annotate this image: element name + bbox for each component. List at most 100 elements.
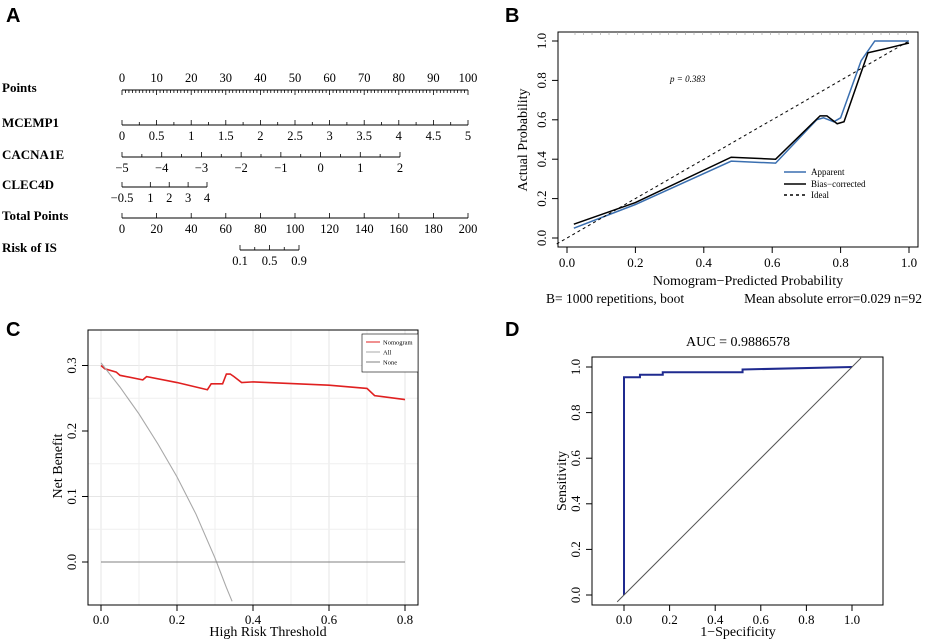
y-tick-label: 0.1 xyxy=(64,488,79,504)
series-line-nomogram xyxy=(100,364,406,401)
legend-label: Ideal xyxy=(811,190,829,200)
nomogram-tick-label: 0 xyxy=(119,71,125,85)
footer-right: Mean absolute error=0.029 n=92 xyxy=(744,291,922,306)
nomogram-tick-label: 2.5 xyxy=(287,129,303,143)
panel-letter-a: A xyxy=(6,5,20,27)
nomogram-tick-label: 0.5 xyxy=(262,254,278,268)
panel-letter-d: D xyxy=(505,319,519,341)
y-tick-label: 0.0 xyxy=(534,230,549,246)
x-tick-label: 0.2 xyxy=(661,612,677,627)
nomogram-tick-label: 3.5 xyxy=(356,129,372,143)
nomogram-tick-label: −3 xyxy=(195,161,208,175)
nomogram-tick-label: 1 xyxy=(357,161,363,175)
nomogram-tick-label: 180 xyxy=(424,222,443,236)
y-axis-label: Net Benefit xyxy=(51,433,66,498)
y-tick-label: 0.0 xyxy=(568,587,583,603)
nomogram-tick-label: −4 xyxy=(155,161,169,175)
nomogram-tick-label: 2 xyxy=(166,191,172,205)
nomogram-tick-label: 4 xyxy=(396,129,403,143)
x-tick-label: 0.6 xyxy=(764,255,781,270)
y-tick-label: 0.8 xyxy=(568,404,583,420)
y-tick-label: 0.2 xyxy=(534,190,549,206)
y-tick-label: 0.6 xyxy=(534,111,549,128)
nomogram-tick-label: 0 xyxy=(119,222,125,236)
nomogram-tick-label: 2 xyxy=(397,161,403,175)
footer-left: B= 1000 repetitions, boot xyxy=(546,291,684,306)
y-tick-label: 0.2 xyxy=(64,423,79,439)
nomogram-tick-label: 0.9 xyxy=(291,254,307,268)
nomogram-tick-label: 1 xyxy=(147,191,153,205)
nomogram-tick-label: 2 xyxy=(257,129,263,143)
nomogram-label: CACNA1E xyxy=(2,147,64,162)
p-value-annotation: p = 0.383 xyxy=(669,74,706,84)
calibration-plot: 0.0 0.2 0.4 0.6 0.8 1.0 0.0 0.2 0.4 0.6 0.8 1.0 p = … xyxy=(516,31,922,306)
nomogram-tick-label: −1 xyxy=(274,161,287,175)
nomogram-tick-label: 100 xyxy=(286,222,305,236)
x-axis-label: High Risk Threshold xyxy=(209,625,326,640)
x-tick-label: 0.0 xyxy=(559,255,575,270)
x-tick-label: 0.2 xyxy=(169,612,185,627)
y-tick-label: 1.0 xyxy=(534,33,549,49)
chart-title: AUC = 0.9886578 xyxy=(686,335,790,350)
y-tick-label: 0.6 xyxy=(568,450,583,467)
x-tick-label: 0.8 xyxy=(798,612,814,627)
y-tick-label: 0.3 xyxy=(64,357,79,373)
nomogram-tick-label: 90 xyxy=(427,71,440,85)
legend-label: Bias−corrected xyxy=(811,179,866,189)
x-tick-label: 0.6 xyxy=(753,612,770,627)
x-tick-label: 1.0 xyxy=(844,612,860,627)
roc-curve: 0.0 0.2 0.4 0.6 0.8 1.0 0.0 0.2 0.4 0.6 0.8 1.0 AUC … xyxy=(555,335,884,640)
series-line-roc xyxy=(623,366,853,595)
decision-curve: 0.0 0.2 0.4 0.6 0.8 0.0 0.1 0.2 0.3 Nomogram All No… xyxy=(51,329,419,640)
x-tick-label: 0.8 xyxy=(397,612,413,627)
nomogram-tick-label: 140 xyxy=(355,222,374,236)
panel-letter-c: C xyxy=(6,319,20,341)
x-axis-label: Nomogram−Predicted Probability xyxy=(653,274,843,289)
nomogram-tick-label: 1 xyxy=(188,129,194,143)
nomogram-tick-label: 100 xyxy=(459,71,478,85)
y-axis-label: Sensitivity xyxy=(555,451,570,511)
series-line-reference xyxy=(616,357,862,603)
nomogram-tick-label: 200 xyxy=(459,222,478,236)
nomogram-tick-label: 4.5 xyxy=(426,129,442,143)
x-tick-label: 0.0 xyxy=(93,612,109,627)
nomogram-tick-label: 120 xyxy=(320,222,339,236)
x-tick-label: 0.4 xyxy=(245,612,262,627)
panel-letter-b: B xyxy=(505,5,519,27)
y-tick-label: 0.4 xyxy=(568,495,583,512)
y-axis-label: Actual Probability xyxy=(516,88,531,191)
nomogram-tick-label: 30 xyxy=(220,71,233,85)
x-tick-label: 0.0 xyxy=(616,612,632,627)
x-tick-label: 0.2 xyxy=(627,255,643,270)
plot-frame xyxy=(591,356,884,606)
series-line-apparent xyxy=(573,40,909,229)
x-tick-label: 1.0 xyxy=(901,255,917,270)
nomogram-tick-label: 40 xyxy=(185,222,198,236)
x-tick-label: 0.6 xyxy=(321,612,338,627)
nomogram-tick-label: 0.5 xyxy=(149,129,165,143)
nomogram-tick-label: 3 xyxy=(326,129,332,143)
nomogram-tick-label: 0.1 xyxy=(232,254,248,268)
plot-frame xyxy=(557,31,919,248)
nomogram-tick-label: −2 xyxy=(234,161,247,175)
y-tick-label: 1.0 xyxy=(568,359,583,375)
plot-frame xyxy=(87,329,419,606)
nomogram-tick-label: 0 xyxy=(119,129,125,143)
nomogram-tick-label: 20 xyxy=(185,71,198,85)
nomogram-tick-label: 5 xyxy=(465,129,471,143)
y-tick-label: 0.2 xyxy=(568,541,583,557)
nomogram-tick-label: 80 xyxy=(393,71,406,85)
series-line-ideal xyxy=(556,40,910,245)
nomogram-tick-label: 0 xyxy=(317,161,323,175)
y-tick-label: 0.4 xyxy=(534,151,549,168)
x-tick-label: 0.4 xyxy=(707,612,724,627)
nomogram-label: CLEC4D xyxy=(2,177,54,192)
nomogram-tick-label: 160 xyxy=(389,222,408,236)
series-line-all xyxy=(100,362,233,602)
nomogram-tick-label: 10 xyxy=(150,71,163,85)
x-tick-label: 0.8 xyxy=(832,255,848,270)
series-line-biascorrected xyxy=(573,42,910,225)
legend-box xyxy=(361,333,419,373)
nomogram-tick-label: 4 xyxy=(204,191,211,205)
